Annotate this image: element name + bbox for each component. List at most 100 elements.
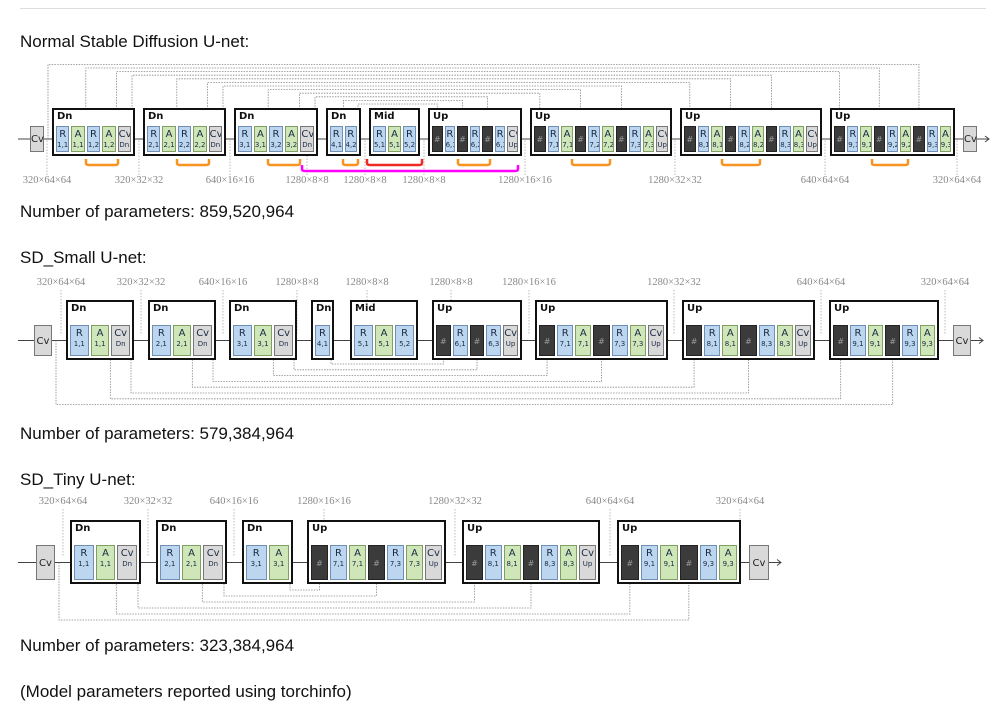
cell-index: Dn xyxy=(119,141,130,149)
concat-icon: # xyxy=(686,135,694,144)
dimension-label: 320×32×32 xyxy=(114,175,164,186)
cell-type: R xyxy=(561,328,569,339)
cell-index: 1,1 xyxy=(99,560,112,568)
cell-type: R xyxy=(631,129,639,140)
cell-index: 4,1 xyxy=(316,340,329,348)
concat-cell: # xyxy=(765,126,778,152)
param-count-tiny: Number of parameters: 323,384,964 xyxy=(20,636,295,655)
attention-cell: A 8,3 xyxy=(560,545,578,580)
resnet-cell: R 2,1 xyxy=(160,545,180,580)
cell-type: A xyxy=(634,328,642,339)
attention-cell: A 1,1 xyxy=(71,126,85,152)
cell-index: 6,2 xyxy=(470,141,480,149)
cell-type: A xyxy=(196,129,204,140)
cell-type: R xyxy=(335,548,342,559)
conv-cell: Cv Dn xyxy=(111,325,130,356)
cell-index: 2,1 xyxy=(148,141,160,149)
cell-type: R xyxy=(80,548,88,559)
removed-block-bracket xyxy=(570,159,612,167)
removed-block-bracket xyxy=(175,159,211,167)
param-count-small: Number of parameters: 579,384,964 xyxy=(20,424,295,443)
cell-index: 6,1 xyxy=(454,340,466,348)
dimension-label: 1280×8×8 xyxy=(402,175,446,186)
cell-index: 1,2 xyxy=(103,141,115,149)
cell-type: Cv xyxy=(277,328,291,339)
cell-index: Dn xyxy=(197,340,208,348)
cell-index: 3,1 xyxy=(273,560,285,568)
cell-type: A xyxy=(188,548,195,559)
cell-index: Dn xyxy=(122,560,133,568)
cell-index: 1,1 xyxy=(94,340,106,348)
cell-index: 2,1 xyxy=(185,560,198,568)
cell-index: Up xyxy=(651,340,661,348)
cell-index: 7,1 xyxy=(351,560,364,568)
cell-type: A xyxy=(411,548,418,559)
resnet-cell: R 8,1 xyxy=(484,545,502,580)
cell-index: 8,3 xyxy=(563,560,575,568)
cell-index: 8,3 xyxy=(780,141,791,149)
concat-icon: # xyxy=(433,135,441,144)
cell-index: 9,3 xyxy=(940,141,951,149)
dimension-label: 1280×16×16 xyxy=(297,496,351,507)
block-label: Dn xyxy=(316,303,332,314)
cell-index: 7,1 xyxy=(577,340,589,348)
cell-type: A xyxy=(645,129,653,140)
cell-index: 3,2 xyxy=(270,141,282,149)
cell-type: R xyxy=(75,328,83,339)
concat-icon: # xyxy=(745,337,752,346)
cell-type: A xyxy=(871,328,879,339)
cell-index: 7,2 xyxy=(603,141,614,149)
resnet-cell: R 8,1 xyxy=(697,126,710,152)
dimension-label: 320×64×64 xyxy=(38,496,88,507)
cell-type: R xyxy=(781,129,789,140)
dimension-label: 640×16×16 xyxy=(209,496,259,507)
dimension-label: 1280×16×16 xyxy=(498,175,552,186)
cell-type: A xyxy=(923,328,931,339)
cell-index: 8,1 xyxy=(487,560,499,568)
cell-type: R xyxy=(699,129,707,140)
cell-index: 3,1 xyxy=(257,340,269,348)
resnet-cell: R 1,1 xyxy=(70,325,89,356)
cell-index: 7,1 xyxy=(332,560,345,568)
cell-index: 7,3 xyxy=(389,560,402,568)
dimension-label: 640×64×64 xyxy=(585,496,635,507)
cell-index: 8,3 xyxy=(761,340,773,348)
cell-index: 9,3 xyxy=(921,340,933,348)
dimension-label: 320×64×64 xyxy=(36,277,86,288)
skip-connection xyxy=(137,562,532,609)
block-label: Mid xyxy=(374,111,395,122)
concat-icon: # xyxy=(373,559,380,568)
cell-type: R xyxy=(157,328,165,339)
cell-index: 8,1 xyxy=(712,141,723,149)
attention-cell: A 8,2 xyxy=(752,126,764,152)
attention-cell: A 1,1 xyxy=(95,545,116,580)
attention-cell: A 2,2 xyxy=(193,126,207,152)
cell-index: 9,3 xyxy=(702,560,715,568)
block-label: Dn xyxy=(331,111,347,122)
resnet-cell: R 7,2 xyxy=(588,126,600,152)
cell-index: Dn xyxy=(115,340,126,348)
concat-icon: # xyxy=(618,135,625,144)
cell-type: R xyxy=(646,548,653,559)
dimension-label: 1280×8×8 xyxy=(429,277,473,288)
input-conv: Cv xyxy=(30,126,44,152)
concat-icon: # xyxy=(459,135,466,144)
resnet-cell: R 7,1 xyxy=(557,325,574,356)
resnet-cell: R 5,2 xyxy=(395,325,414,356)
cell-index: 1,1 xyxy=(57,141,69,149)
cell-type: R xyxy=(376,129,383,140)
skip-connection xyxy=(191,340,695,388)
cell-type: A xyxy=(288,129,296,140)
resnet-cell: R 2,2 xyxy=(177,126,192,152)
resnet-cell: R6,2 xyxy=(469,126,481,152)
cell-type: A xyxy=(726,328,734,339)
cell-index: 6,1 xyxy=(445,141,455,149)
resnet-cell: R 8,3 xyxy=(541,545,559,580)
concat-cell: # xyxy=(740,325,757,356)
